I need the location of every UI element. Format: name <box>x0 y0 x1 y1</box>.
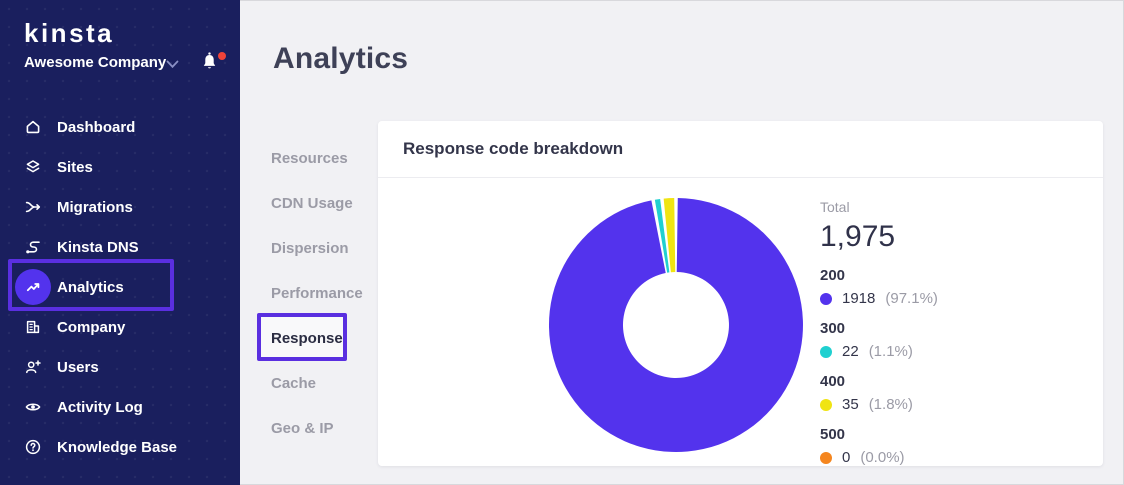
legend-item-500: 500 0 (0.0%) <box>820 426 1060 466</box>
legend-code: 400 <box>820 373 846 390</box>
home-icon <box>24 118 42 136</box>
sidebar-item-kinsta-dns[interactable]: Kinsta DNS <box>0 227 240 267</box>
page-title: Analytics <box>273 42 409 75</box>
sidebar-item-label: Dashboard <box>57 118 136 136</box>
sidebar-item-label: Kinsta DNS <box>57 238 139 256</box>
user-plus-icon <box>24 358 42 376</box>
legend-value: 22 <box>842 343 859 360</box>
merge-arrow-icon <box>24 198 42 216</box>
subnav-item-cache[interactable]: Cache <box>271 375 317 392</box>
legend-item-400: 400 35 (1.8%) <box>820 373 1060 413</box>
chevron-down-icon[interactable] <box>166 60 179 69</box>
total-value: 1,975 <box>820 220 896 253</box>
sidebar-item-label: Users <box>57 358 99 376</box>
kinsta-logo: kinsta <box>24 18 115 48</box>
sidebar-item-label: Analytics <box>57 278 124 296</box>
sidebar: kinsta Awesome Company Dashboard Site <box>0 0 240 485</box>
layers-icon <box>24 158 42 176</box>
sidebar-item-users[interactable]: Users <box>0 347 240 387</box>
question-circle-icon <box>24 438 42 456</box>
notification-badge <box>218 52 226 60</box>
sidebar-item-label: Activity Log <box>57 398 143 416</box>
dns-route-icon <box>24 238 42 256</box>
legend-code: 300 <box>820 320 846 337</box>
sidebar-item-knowledge-base[interactable]: Knowledge Base <box>0 427 240 467</box>
subnav-item-performance[interactable]: Performance <box>271 285 363 302</box>
donut-slice-200 <box>548 198 803 452</box>
subnav-item-response[interactable]: Response <box>271 330 343 347</box>
analytics-subnav: Resources CDN Usage Dispersion Performan… <box>271 136 371 451</box>
sidebar-item-analytics[interactable]: Analytics <box>0 267 240 307</box>
subnav-item-resources[interactable]: Resources <box>271 150 348 167</box>
sidebar-item-activity-log[interactable]: Activity Log <box>0 387 240 427</box>
legend-percent: (97.1%) <box>885 290 938 307</box>
legend-percent: (1.8%) <box>868 396 913 413</box>
legend-percent: (1.1%) <box>868 343 913 360</box>
chart-legend: Total 1,975 200 1918 (97.1%) 300 22 (1.1… <box>820 199 1060 479</box>
sidebar-nav: Dashboard Sites Migrations Kinsta DNS <box>0 107 240 467</box>
subnav-item-geo-ip[interactable]: Geo & IP <box>271 420 334 437</box>
legend-code: 500 <box>820 426 846 443</box>
legend-value: 0 <box>842 449 851 466</box>
building-icon <box>24 318 42 336</box>
company-name: Awesome Company <box>24 54 167 71</box>
card-title: Response code breakdown <box>378 121 1103 178</box>
legend-code: 200 <box>820 267 846 284</box>
legend-item-200: 200 1918 (97.1%) <box>820 267 1060 307</box>
sidebar-item-label: Knowledge Base <box>57 438 178 456</box>
company-selector[interactable]: Awesome Company <box>24 52 226 78</box>
subnav-item-cdn-usage[interactable]: CDN Usage <box>271 195 353 212</box>
legend-value: 1918 <box>842 290 876 307</box>
donut-slice-300 <box>654 199 670 273</box>
donut-chart <box>536 185 816 465</box>
legend-dot-500 <box>820 451 832 464</box>
legend-dot-300 <box>820 345 832 358</box>
sidebar-item-label: Company <box>57 318 126 336</box>
sidebar-item-dashboard[interactable]: Dashboard <box>0 107 240 147</box>
eye-icon <box>24 398 42 416</box>
legend-percent: (0.0%) <box>860 449 905 466</box>
notifications-bell-icon[interactable] <box>200 52 226 78</box>
sidebar-item-company[interactable]: Company <box>0 307 240 347</box>
trending-up-icon <box>24 278 42 296</box>
legend-dot-200 <box>820 292 832 305</box>
donut-slice-400 <box>663 198 676 273</box>
sidebar-item-migrations[interactable]: Migrations <box>0 187 240 227</box>
legend-item-300: 300 22 (1.1%) <box>820 320 1060 360</box>
sidebar-item-label: Sites <box>57 158 93 176</box>
response-code-breakdown-card: Response code breakdown Total 1,975 200 … <box>378 121 1103 466</box>
subnav-item-dispersion[interactable]: Dispersion <box>271 240 349 257</box>
total-label: Total <box>820 199 850 215</box>
sidebar-item-label: Migrations <box>57 198 133 216</box>
legend-value: 35 <box>842 396 859 413</box>
sidebar-item-sites[interactable]: Sites <box>0 147 240 187</box>
legend-dot-400 <box>820 398 832 411</box>
